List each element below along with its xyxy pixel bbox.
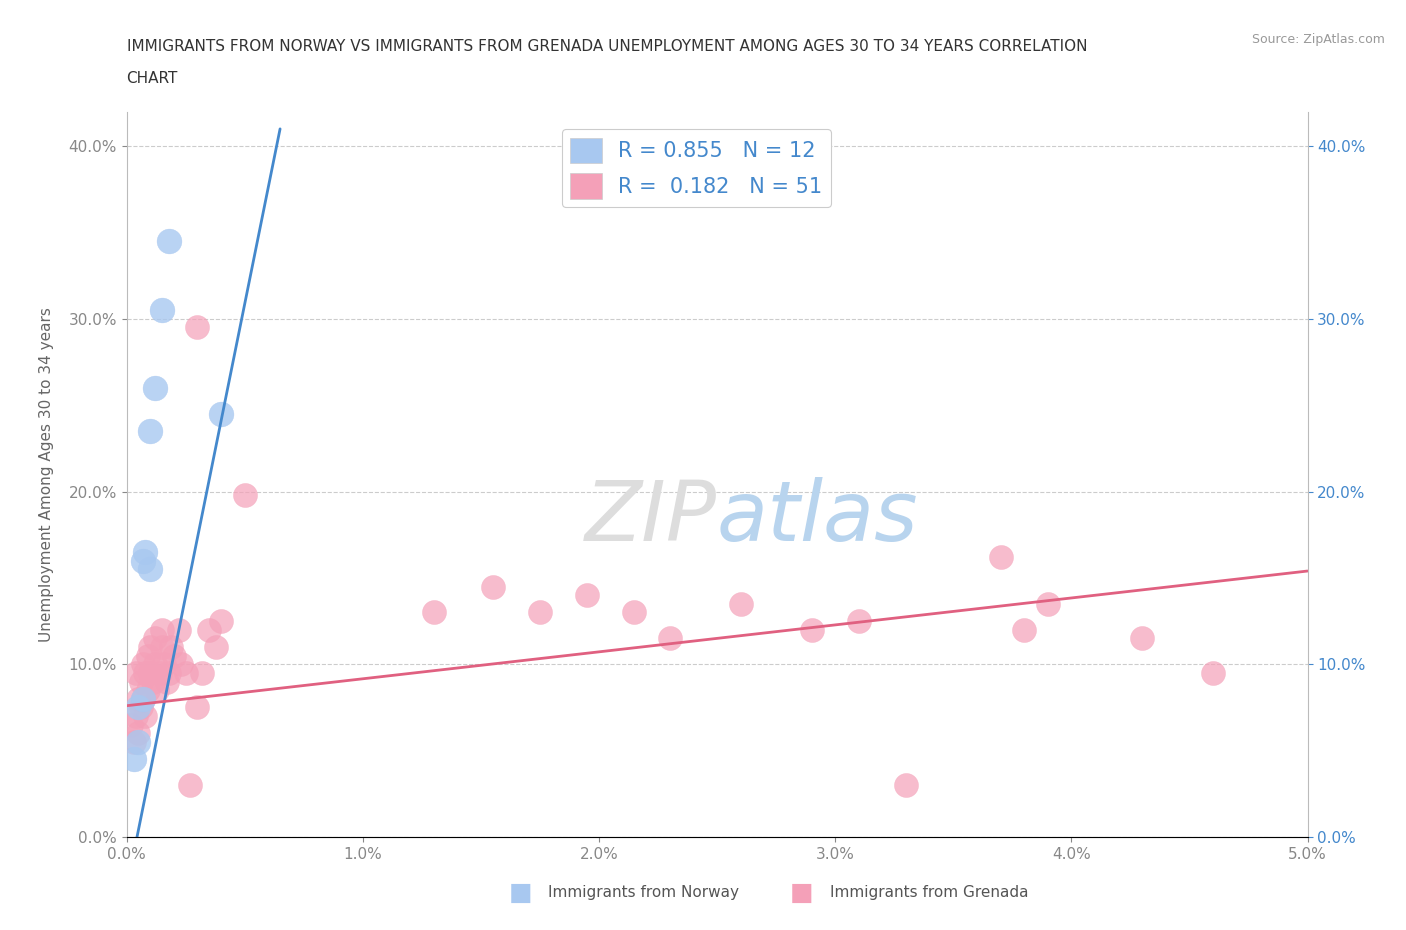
Point bbox=[134, 545, 156, 560]
Point bbox=[157, 233, 180, 248]
Point bbox=[136, 683, 159, 698]
Point bbox=[1012, 622, 1035, 637]
Point bbox=[167, 622, 190, 637]
Point bbox=[132, 553, 155, 568]
Point bbox=[122, 751, 145, 766]
Point bbox=[136, 648, 159, 663]
Point bbox=[1202, 666, 1225, 681]
Point bbox=[179, 777, 201, 792]
Point bbox=[127, 691, 149, 706]
Point bbox=[143, 657, 166, 671]
Point bbox=[422, 605, 444, 620]
Point bbox=[150, 622, 173, 637]
Point bbox=[127, 700, 149, 715]
Point bbox=[141, 674, 163, 689]
Point bbox=[160, 640, 183, 655]
Point bbox=[134, 709, 156, 724]
Point bbox=[149, 666, 172, 681]
Point bbox=[132, 657, 155, 671]
Text: Source: ZipAtlas.com: Source: ZipAtlas.com bbox=[1251, 33, 1385, 46]
Point bbox=[730, 596, 752, 611]
Point bbox=[156, 674, 179, 689]
Point bbox=[198, 622, 221, 637]
Point bbox=[170, 657, 193, 671]
Point bbox=[153, 657, 176, 671]
Point bbox=[848, 614, 870, 629]
Text: ZIP: ZIP bbox=[585, 477, 717, 558]
Point bbox=[163, 648, 186, 663]
Point bbox=[139, 640, 162, 655]
Point bbox=[209, 406, 232, 421]
Point bbox=[146, 683, 169, 698]
Point bbox=[186, 700, 208, 715]
Y-axis label: Unemployment Among Ages 30 to 34 years: Unemployment Among Ages 30 to 34 years bbox=[39, 307, 55, 642]
Point bbox=[139, 562, 162, 577]
Point bbox=[623, 605, 645, 620]
Point bbox=[658, 631, 681, 645]
Point bbox=[481, 579, 503, 594]
Point bbox=[125, 709, 148, 724]
Point bbox=[205, 640, 228, 655]
Point bbox=[233, 487, 256, 502]
Point bbox=[129, 674, 152, 689]
Point bbox=[125, 666, 148, 681]
Legend: R = 0.855   N = 12, R =  0.182   N = 51: R = 0.855 N = 12, R = 0.182 N = 51 bbox=[562, 129, 831, 207]
Text: Immigrants from Norway: Immigrants from Norway bbox=[548, 885, 740, 900]
Point bbox=[122, 735, 145, 750]
Point bbox=[127, 735, 149, 750]
Point bbox=[120, 717, 142, 732]
Point bbox=[139, 424, 162, 439]
Point bbox=[127, 726, 149, 741]
Text: Immigrants from Grenada: Immigrants from Grenada bbox=[830, 885, 1028, 900]
Point bbox=[129, 700, 152, 715]
Text: IMMIGRANTS FROM NORWAY VS IMMIGRANTS FROM GRENADA UNEMPLOYMENT AMONG AGES 30 TO : IMMIGRANTS FROM NORWAY VS IMMIGRANTS FRO… bbox=[127, 38, 1087, 54]
Point bbox=[1130, 631, 1153, 645]
Point bbox=[143, 631, 166, 645]
Text: ■: ■ bbox=[790, 881, 813, 905]
Point bbox=[576, 588, 599, 603]
Point bbox=[132, 691, 155, 706]
Point bbox=[174, 666, 197, 681]
Point bbox=[143, 380, 166, 395]
Point bbox=[990, 550, 1012, 565]
Point bbox=[139, 666, 162, 681]
Point bbox=[209, 614, 232, 629]
Text: CHART: CHART bbox=[127, 72, 179, 86]
Point bbox=[157, 666, 180, 681]
Point bbox=[800, 622, 823, 637]
Point bbox=[529, 605, 551, 620]
Point bbox=[894, 777, 917, 792]
Point bbox=[150, 303, 173, 318]
Text: ■: ■ bbox=[509, 881, 531, 905]
Point bbox=[132, 691, 155, 706]
Point bbox=[134, 666, 156, 681]
Text: atlas: atlas bbox=[717, 477, 918, 558]
Point bbox=[1036, 596, 1059, 611]
Point bbox=[150, 640, 173, 655]
Point bbox=[186, 320, 208, 335]
Point bbox=[191, 666, 214, 681]
